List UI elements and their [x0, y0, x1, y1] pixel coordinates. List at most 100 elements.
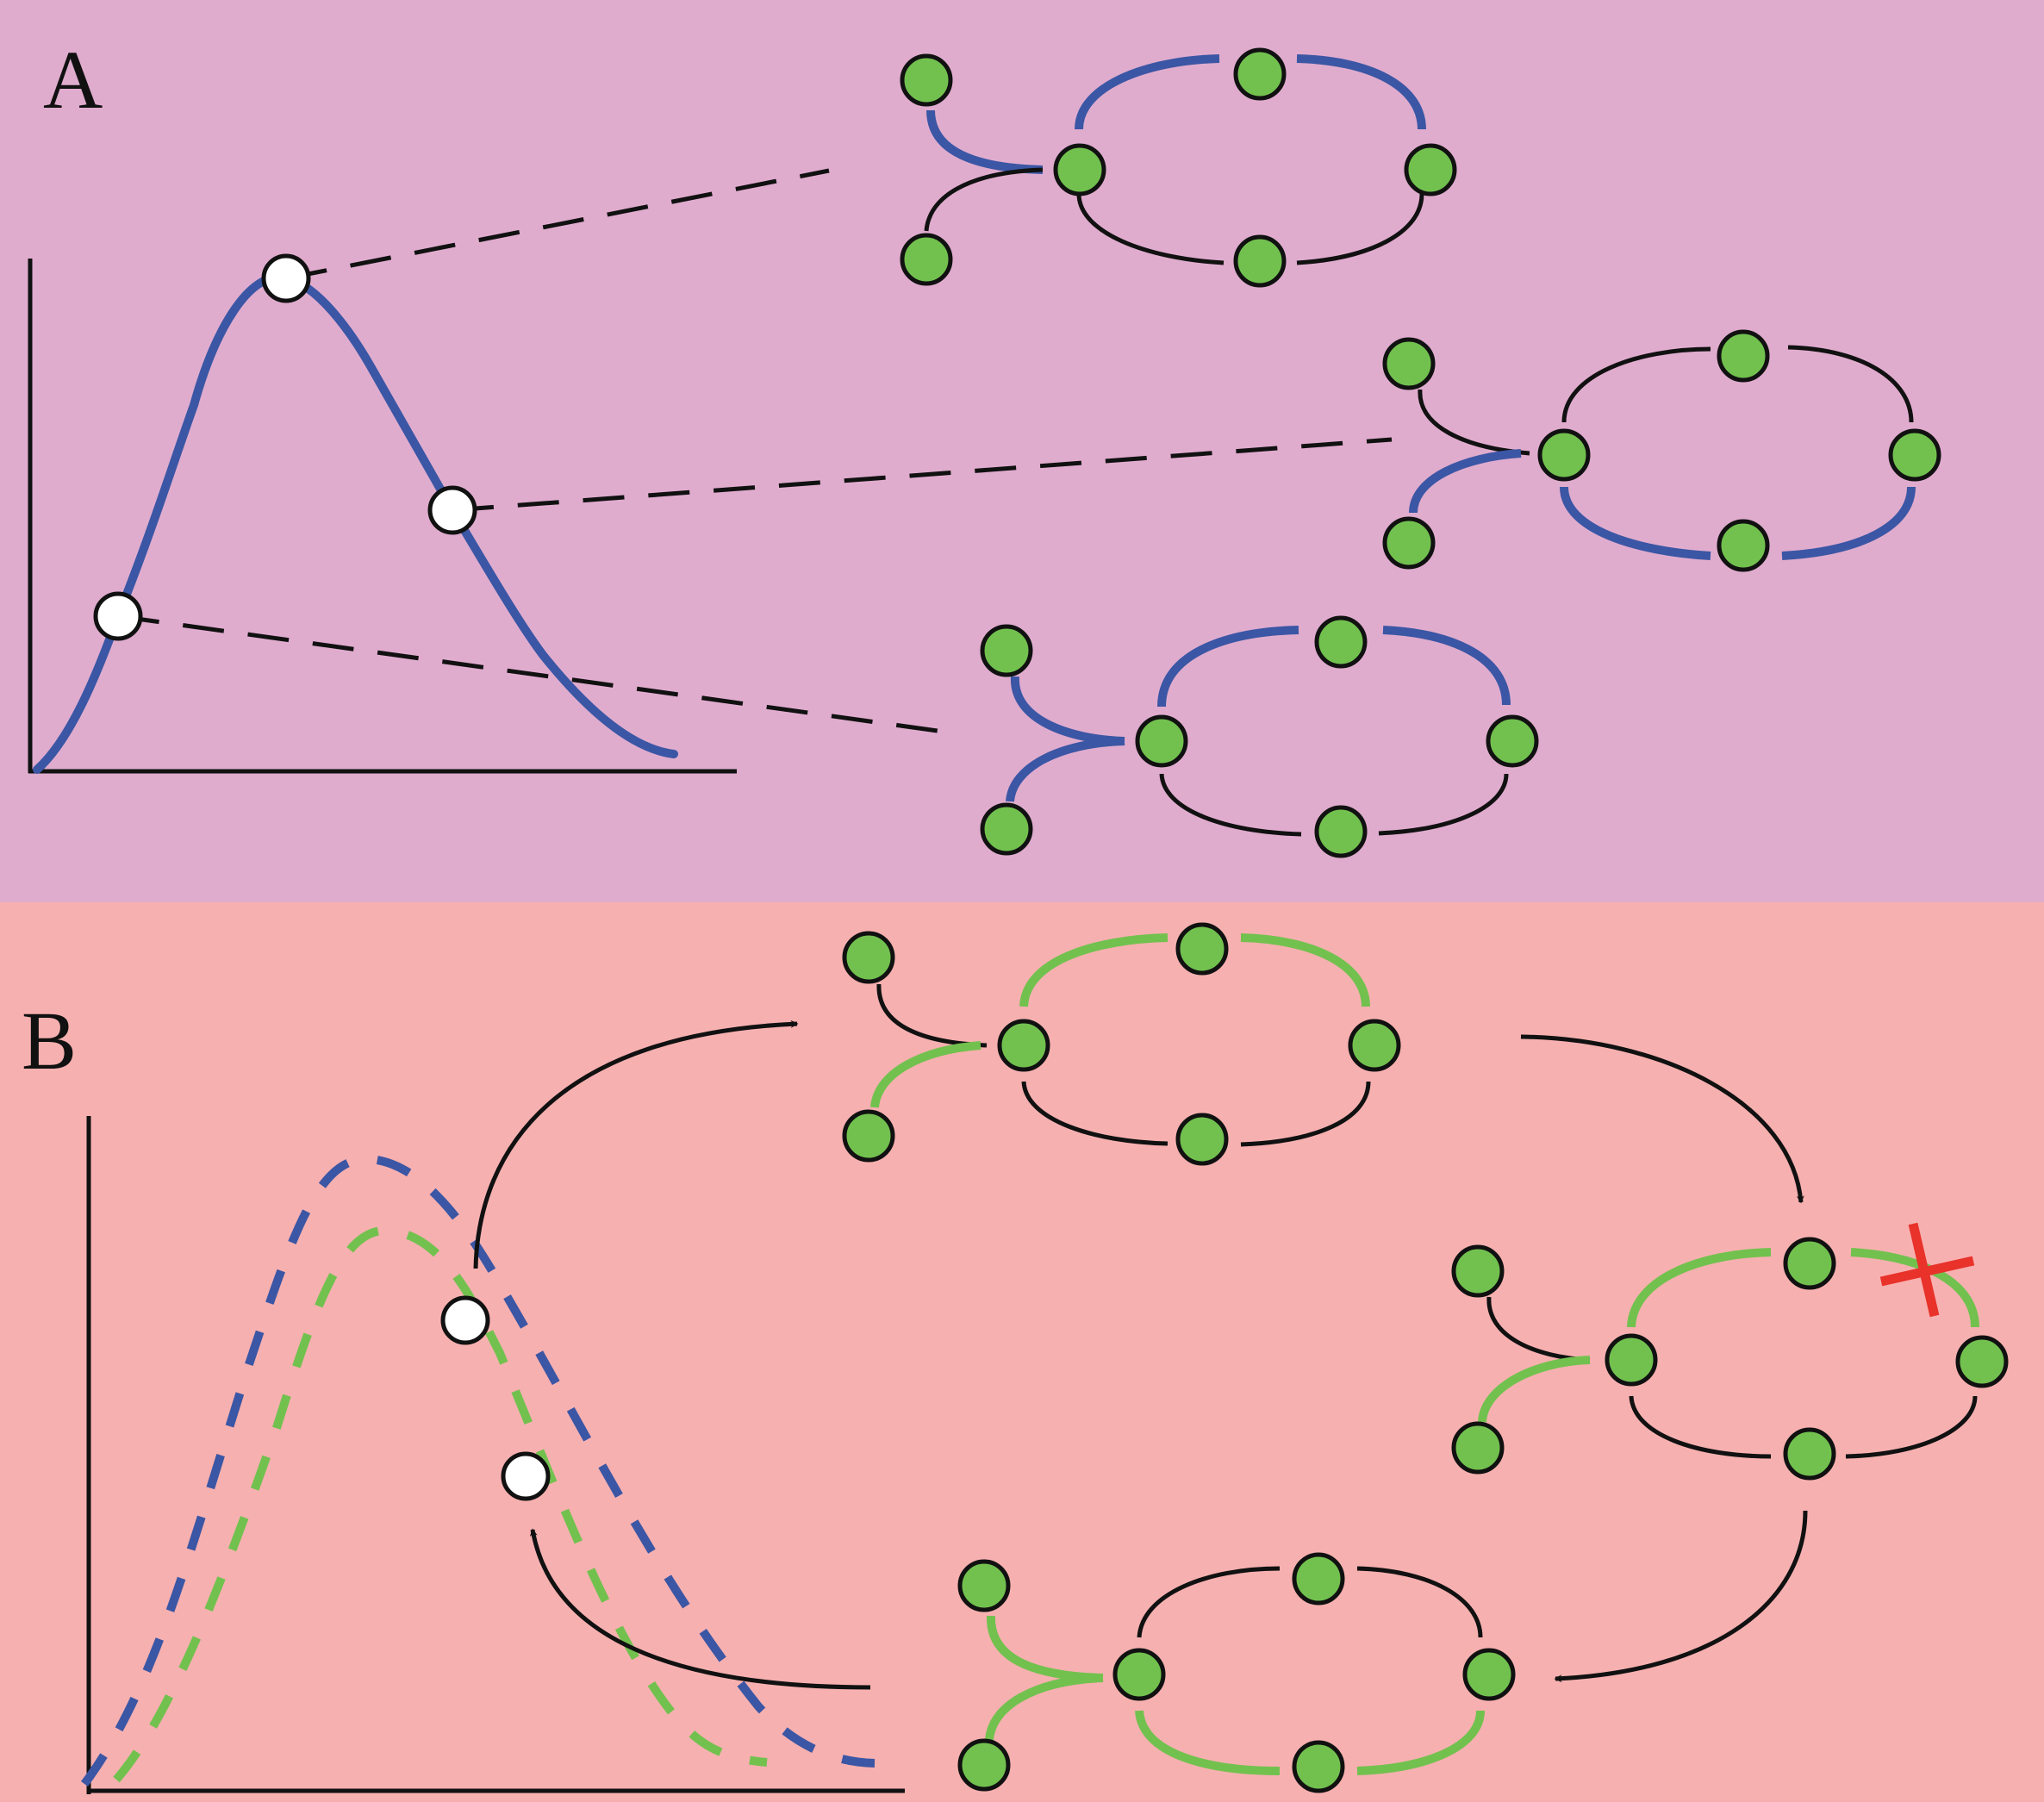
- graph-node: [1112, 1648, 1166, 1701]
- graph-node: [1783, 1237, 1836, 1290]
- graph-a2-ring-top-left: [1561, 346, 1711, 423]
- graph-node: [1175, 1113, 1229, 1166]
- graph-a3-ring-bottom-right: [1378, 773, 1509, 836]
- graph-b1-ring-bottom-right: [1240, 1081, 1371, 1147]
- flow-arrow: [1520, 1034, 1804, 1204]
- graph-b3-ring-bottom-left: [1135, 1710, 1281, 1775]
- graph-node: [997, 1019, 1050, 1072]
- panel-a-axes: [28, 259, 737, 774]
- graph-a2-nodes: [1382, 329, 1941, 572]
- graph-b1-ring-top-right: [1240, 933, 1370, 1007]
- graph-b3-ring-top-left: [1137, 1566, 1281, 1638]
- panel-a-background: [0, 0, 2044, 902]
- graph-a1-stem-bottom: [924, 167, 1044, 232]
- graph-b1-stem-bottom: [870, 1041, 981, 1108]
- graph-b3-ring-bottom-right: [1356, 1710, 1485, 1775]
- graph-a1-ring-bottom-right: [1296, 193, 1424, 265]
- flow-arrow: [1554, 1510, 1808, 1683]
- graph-a3-ring-top-left: [1157, 626, 1299, 708]
- graph-a3-ring-bottom-left: [1159, 773, 1302, 837]
- marker-next: [501, 1451, 551, 1501]
- graph-node: [1717, 329, 1770, 383]
- graph-node: [842, 931, 895, 984]
- graph-node: [957, 1738, 1011, 1792]
- graph-a3-ring-top-right: [1382, 626, 1511, 706]
- graph-a1: [900, 47, 1457, 288]
- graph-b2-ring-top-right: [1850, 1248, 1979, 1328]
- panel-a-label: A: [43, 34, 103, 126]
- graph-node: [1175, 922, 1229, 976]
- graph-node: [1135, 714, 1188, 768]
- graph-b1-ring-top-left: [1019, 933, 1168, 1007]
- panel-a: A: [0, 0, 2044, 902]
- marker-peak: [261, 253, 311, 303]
- marker-descent: [427, 485, 477, 535]
- graph-node: [1382, 337, 1436, 390]
- graph-a2-stem-bottom: [1409, 449, 1522, 514]
- graph-a2-ring-bottom-left: [1560, 486, 1711, 560]
- graph-node: [1462, 1648, 1516, 1701]
- panel-a-markers: [93, 253, 477, 641]
- graph-node: [1888, 428, 1941, 482]
- graph-node: [1382, 516, 1436, 570]
- marker-current: [440, 1295, 490, 1345]
- graph-a2: [1382, 329, 1941, 572]
- flow-arrow: [529, 1528, 871, 1690]
- graph-node: [1292, 1740, 1345, 1793]
- graph-node: [1537, 428, 1591, 482]
- graph-node: [1486, 714, 1539, 768]
- graph-a1-stem-top: [926, 109, 1044, 174]
- panel-a-connectors: [117, 168, 1393, 735]
- marker-rise: [93, 591, 143, 641]
- graph-node: [1314, 805, 1368, 858]
- graph-node: [1233, 47, 1287, 101]
- graph-node: [1053, 143, 1106, 196]
- graph-node: [980, 624, 1033, 677]
- connector-rise: [117, 614, 950, 735]
- graph-b3-ring-top-right: [1356, 1566, 1483, 1638]
- graph-node: [1605, 1333, 1658, 1387]
- graph-a3-stem-bottom: [1006, 737, 1125, 802]
- graph-node: [842, 1109, 895, 1163]
- graph-b1: [842, 922, 1401, 1166]
- graph-b2-ring-bottom-left: [1629, 1395, 1772, 1459]
- graph-a1-ring-bottom-left: [1076, 193, 1225, 265]
- graph-node: [1783, 1427, 1836, 1481]
- broken-link-cross-icon: [1879, 1222, 1975, 1318]
- graph-node: [1233, 234, 1287, 288]
- graph-node: [1314, 615, 1368, 669]
- graph-node: [900, 233, 953, 286]
- connector-peak: [285, 168, 830, 281]
- graph-b2-nodes: [1451, 1237, 2009, 1481]
- graph-node: [1717, 519, 1770, 572]
- graph-b3-nodes: [957, 1552, 1516, 1793]
- panel-b-axes: [86, 1116, 905, 1794]
- graph-node: [1955, 1335, 2009, 1388]
- graph-a3-nodes: [980, 615, 1539, 858]
- graph-a1-ring-top-left: [1075, 54, 1220, 130]
- graph-a2-ring-bottom-right: [1781, 486, 1916, 560]
- flow-arrow: [473, 1019, 799, 1269]
- green-dashed-curve: [113, 1225, 768, 1783]
- graph-a3: [980, 615, 1539, 858]
- panel-b-markers: [440, 1295, 551, 1501]
- graph-node: [980, 802, 1033, 856]
- graph-node: [1348, 1019, 1401, 1072]
- graph-b3-stem-bottom: [985, 1674, 1104, 1742]
- graph-node: [1451, 1244, 1505, 1298]
- graph-a1-nodes: [900, 47, 1457, 288]
- graph-b2-stem-bottom: [1478, 1356, 1591, 1423]
- connector-descent: [452, 437, 1393, 513]
- panel-b: B: [0, 902, 2044, 1802]
- graph-a1-ring-top-right: [1296, 54, 1426, 130]
- graph-a2-ring-top-right: [1787, 345, 1914, 423]
- panel-b-label: B: [22, 995, 77, 1087]
- panel-b-flow-arrows: [473, 1019, 1808, 1690]
- graph-b3: [957, 1552, 1516, 1793]
- graph-b2-ring-top-left: [1627, 1248, 1772, 1328]
- graph-b2-ring-bottom-right: [1845, 1395, 1978, 1459]
- blue-dashed-curve: [80, 1154, 876, 1786]
- graph-b2: [1451, 1222, 2009, 1481]
- graph-node: [957, 1559, 1011, 1612]
